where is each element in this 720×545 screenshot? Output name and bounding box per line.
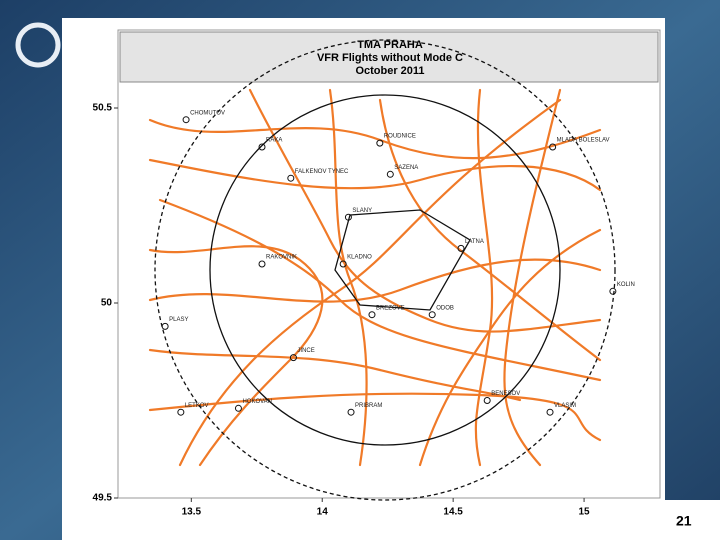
place-label: LATNA bbox=[465, 239, 484, 245]
place-label: RAKOVNIK bbox=[266, 255, 297, 261]
place-label: VLASIM bbox=[554, 403, 576, 409]
title-line: TMA PRAHA bbox=[357, 39, 423, 51]
place-label: RAKA bbox=[266, 138, 282, 144]
place-marker bbox=[549, 143, 557, 151]
figure-panel bbox=[62, 18, 665, 540]
track bbox=[148, 348, 522, 402]
place-marker bbox=[339, 260, 347, 268]
place-marker bbox=[177, 408, 185, 416]
place-label: MLADA BOLESLAV bbox=[557, 138, 610, 144]
place-label: CHOMUTOV bbox=[190, 110, 225, 116]
place-label: ROUDNICE bbox=[384, 134, 416, 140]
y-tick-label: 49.5 bbox=[93, 493, 113, 504]
airspace bbox=[154, 39, 616, 501]
y-tick-label: 50.5 bbox=[93, 103, 113, 114]
x-tick-label: 14.5 bbox=[443, 507, 463, 518]
x-tick-label: 15 bbox=[579, 507, 591, 518]
track bbox=[148, 158, 602, 192]
place-marker bbox=[457, 244, 465, 252]
track bbox=[474, 88, 494, 467]
footer-strip bbox=[62, 500, 720, 540]
place-label: LETKOV bbox=[185, 403, 209, 409]
track bbox=[148, 245, 324, 467]
place-marker bbox=[234, 404, 242, 412]
track bbox=[178, 98, 562, 467]
flight-tracks bbox=[148, 88, 602, 467]
place-label: PLASY bbox=[169, 317, 188, 323]
plot-frame bbox=[117, 29, 661, 499]
title-line: October 2011 bbox=[355, 65, 424, 77]
place-label: PRIBRAM bbox=[355, 403, 382, 409]
track bbox=[418, 228, 602, 467]
place-label: KLADNO bbox=[347, 255, 372, 261]
track bbox=[503, 88, 562, 467]
place-marker bbox=[289, 354, 297, 362]
place-marker bbox=[182, 116, 190, 124]
place-marker bbox=[161, 322, 169, 330]
page-number: 21 bbox=[676, 513, 692, 529]
tma-boundary bbox=[209, 94, 561, 446]
place-label: JINCE bbox=[297, 348, 314, 354]
place-marker bbox=[258, 260, 266, 268]
title-line: VFR Flights without Mode C bbox=[317, 52, 463, 64]
x-tick-label: 14 bbox=[317, 507, 329, 518]
place-label: SLANY bbox=[352, 208, 372, 214]
place-marker bbox=[428, 311, 436, 319]
outer-boundary bbox=[154, 39, 616, 501]
place-label: KOLIN bbox=[617, 282, 635, 288]
place-marker bbox=[609, 287, 617, 295]
track bbox=[378, 98, 602, 362]
place-marker bbox=[386, 170, 394, 178]
track bbox=[328, 88, 368, 467]
ctr bbox=[334, 209, 471, 311]
x-tick-label: 13.5 bbox=[182, 507, 202, 518]
place-label: HOKOVAN bbox=[242, 399, 272, 405]
place-label: BENESOV bbox=[491, 391, 520, 397]
place-marker bbox=[347, 408, 355, 416]
place-label: BREZOVE bbox=[376, 305, 405, 311]
place-marker bbox=[287, 174, 295, 182]
track bbox=[148, 258, 602, 303]
place-label: FALKENOV TYNEC bbox=[295, 169, 349, 175]
track bbox=[148, 392, 602, 442]
place-marker bbox=[258, 143, 266, 151]
place-label: ODOB bbox=[436, 305, 454, 311]
track bbox=[158, 198, 602, 382]
place-marker bbox=[368, 311, 376, 319]
place-marker bbox=[483, 397, 491, 404]
y-tick-label: 50 bbox=[101, 298, 113, 309]
logo bbox=[15, 22, 61, 68]
place-label: SAZENA bbox=[394, 165, 418, 171]
place-marker bbox=[376, 139, 384, 147]
place-marker bbox=[344, 213, 352, 221]
place-marker bbox=[546, 408, 554, 416]
